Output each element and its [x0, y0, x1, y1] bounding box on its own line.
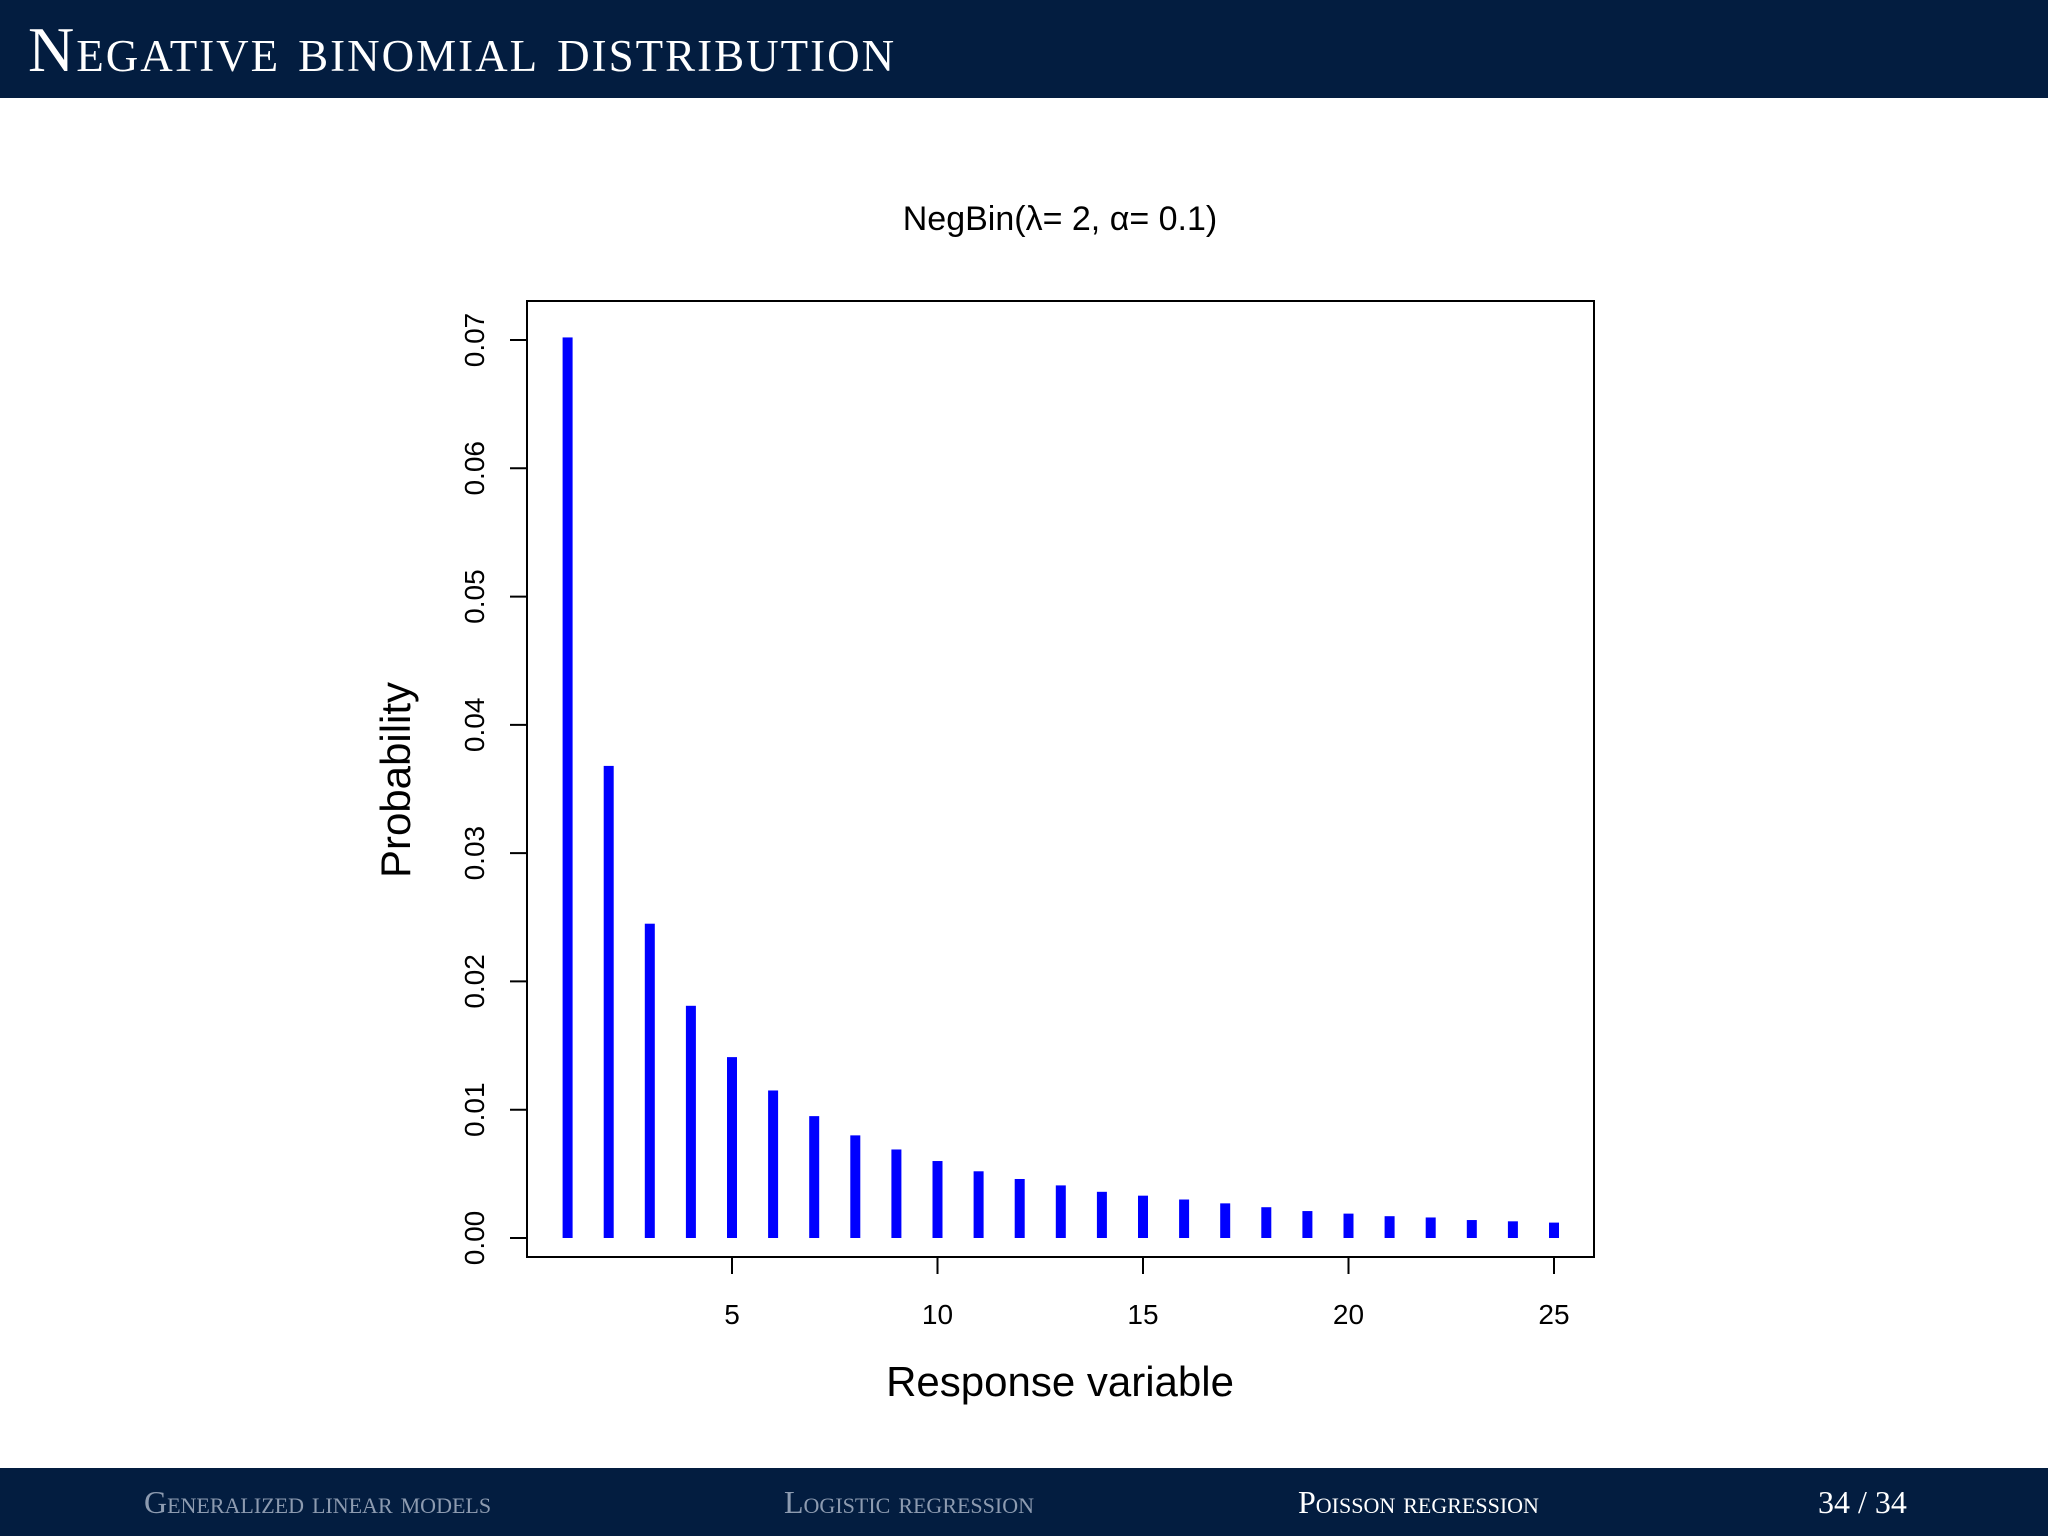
bar	[932, 1161, 943, 1238]
bar	[1055, 1185, 1066, 1238]
slide-footer: Generalized linear models Logistic regre…	[0, 1468, 2048, 1536]
bar	[1179, 1199, 1190, 1238]
x-tick-label: 15	[1127, 1299, 1158, 1330]
x-tick-label: 25	[1538, 1299, 1569, 1330]
bar	[644, 923, 655, 1238]
bar	[891, 1149, 902, 1238]
y-tick-label: 0.01	[459, 1082, 490, 1137]
bar	[1343, 1213, 1354, 1238]
bar	[1261, 1207, 1272, 1238]
bar	[850, 1135, 861, 1238]
bar	[562, 337, 573, 1238]
bar	[1138, 1195, 1148, 1238]
plot-box	[526, 300, 1595, 1258]
bar	[1384, 1216, 1395, 1238]
chart-title: NegBin(λ= 2, α= 0.1)	[902, 200, 1218, 238]
footer-section-logistic[interactable]: Logistic regression	[784, 1484, 1035, 1520]
bar	[1014, 1178, 1025, 1238]
bar	[1466, 1220, 1477, 1238]
y-axis: 0.00 0.01 0.02 0.03 0.04 0.05 0.06 0.07	[459, 313, 527, 1266]
y-tick-label: 0.04	[459, 698, 490, 753]
x-axis: 5 10 15 20 25	[724, 1257, 1570, 1330]
bar	[1425, 1217, 1436, 1238]
slide-title: Negative binomial distribution	[28, 14, 897, 85]
bar	[768, 1090, 779, 1238]
bar	[809, 1116, 820, 1238]
x-tick-label: 10	[922, 1299, 953, 1330]
bar	[1507, 1221, 1518, 1238]
chart: 0.00 0.01 0.02 0.03 0.04 0.05 0.06 0.07 5 10 15 20…	[372, 300, 1595, 1405]
x-axis-label: Response variable	[886, 1358, 1234, 1405]
slide-header: Negative binomial distribution	[0, 0, 2048, 98]
y-axis-label: Probability	[372, 682, 419, 878]
y-tick-label: 0.06	[459, 441, 490, 496]
footer-section-poisson[interactable]: Poisson regression	[1298, 1484, 1539, 1520]
bar	[1220, 1203, 1231, 1238]
bar	[1302, 1211, 1313, 1238]
y-tick-label: 0.03	[459, 826, 490, 881]
y-tick-label: 0.02	[459, 954, 490, 1009]
footer-section-glm[interactable]: Generalized linear models	[144, 1484, 492, 1520]
bar	[727, 1057, 737, 1238]
bar	[603, 765, 614, 1238]
x-tick-label: 20	[1333, 1299, 1364, 1330]
bar	[1096, 1191, 1107, 1238]
x-tick-label: 5	[724, 1299, 740, 1330]
y-tick-label: 0.05	[459, 569, 490, 624]
page-number: 34 / 34	[1818, 1484, 1907, 1520]
y-tick-label: 0.00	[459, 1211, 490, 1266]
bar-series	[562, 337, 1559, 1238]
bar	[685, 1005, 696, 1238]
bar	[1549, 1222, 1559, 1238]
bar	[973, 1171, 984, 1238]
y-tick-label: 0.07	[459, 313, 490, 368]
